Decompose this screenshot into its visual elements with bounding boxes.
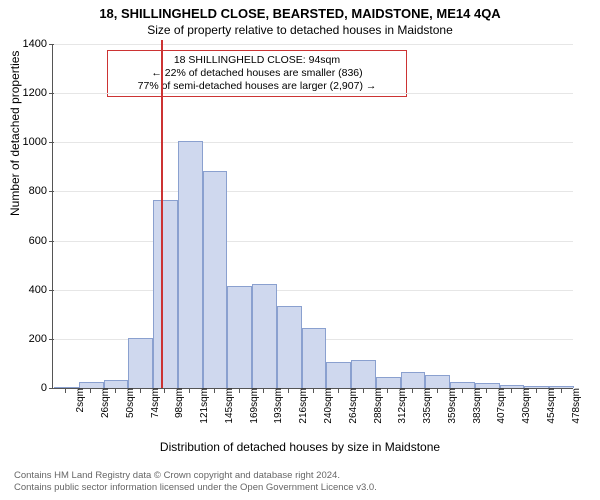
gridline (53, 142, 573, 143)
annotation-line: ← 22% of detached houses are smaller (83… (114, 67, 400, 80)
x-tick-label: 2sqm (69, 388, 86, 412)
histogram-bar (252, 284, 277, 388)
page-title: 18, SHILLINGHELD CLOSE, BEARSTED, MAIDST… (0, 0, 600, 21)
x-tick-mark (511, 388, 512, 393)
gridline (53, 44, 573, 45)
x-tick-mark (486, 388, 487, 393)
x-tick-mark (437, 388, 438, 393)
y-tick-label: 600 (29, 235, 53, 247)
x-tick-label: 50sqm (119, 388, 136, 418)
x-tick-label: 383sqm (466, 388, 483, 424)
y-tick-label: 1400 (23, 38, 53, 50)
x-tick-mark (189, 388, 190, 393)
x-tick-label: 264sqm (342, 388, 359, 424)
y-tick-label: 1000 (23, 136, 53, 148)
x-tick-mark (90, 388, 91, 393)
histogram-bar (128, 338, 153, 388)
x-tick-label: 216sqm (292, 388, 309, 424)
histogram-bar (326, 362, 351, 388)
y-axis-label: Number of detached properties (8, 51, 22, 216)
x-tick-label: 407sqm (490, 388, 507, 424)
footer-line-2: Contains public sector information licen… (14, 482, 377, 494)
x-tick-label: 193sqm (267, 388, 284, 424)
x-tick-label: 121sqm (193, 388, 210, 424)
x-tick-label: 335sqm (416, 388, 433, 424)
x-tick-mark (288, 388, 289, 393)
histogram-bar (401, 372, 426, 388)
y-tick-label: 200 (29, 333, 53, 345)
x-tick-mark (115, 388, 116, 393)
x-axis-label: Distribution of detached houses by size … (0, 440, 600, 454)
histogram-bar (178, 141, 203, 388)
gridline (53, 93, 573, 94)
x-tick-label: 478sqm (565, 388, 582, 424)
annotation-box: 18 SHILLINGHELD CLOSE: 94sqm← 22% of det… (107, 50, 407, 97)
y-tick-label: 800 (29, 185, 53, 197)
x-tick-mark (239, 388, 240, 393)
x-tick-mark (214, 388, 215, 393)
annotation-line: 77% of semi-detached houses are larger (… (114, 80, 400, 93)
histogram-bar (104, 380, 129, 388)
annotation-line: 18 SHILLINGHELD CLOSE: 94sqm (114, 54, 400, 67)
page-subtitle: Size of property relative to detached ho… (0, 21, 600, 37)
x-tick-label: 454sqm (540, 388, 557, 424)
x-tick-label: 74sqm (144, 388, 161, 418)
x-tick-mark (140, 388, 141, 393)
property-marker-line (161, 40, 163, 388)
x-tick-label: 312sqm (391, 388, 408, 424)
gridline (53, 191, 573, 192)
histogram-bar (351, 360, 376, 388)
x-tick-label: 169sqm (243, 388, 260, 424)
gridline (53, 290, 573, 291)
x-tick-mark (164, 388, 165, 393)
x-tick-mark (263, 388, 264, 393)
histogram-bar (227, 286, 252, 388)
gridline (53, 241, 573, 242)
footer-attribution: Contains HM Land Registry data © Crown c… (14, 470, 377, 494)
y-tick-label: 400 (29, 284, 53, 296)
x-tick-mark (65, 388, 66, 393)
x-tick-label: 288sqm (367, 388, 384, 424)
footer-line-1: Contains HM Land Registry data © Crown c… (14, 470, 377, 482)
x-tick-label: 359sqm (441, 388, 458, 424)
x-tick-label: 26sqm (94, 388, 111, 418)
x-tick-label: 98sqm (168, 388, 185, 418)
x-tick-mark (363, 388, 364, 393)
x-tick-mark (338, 388, 339, 393)
histogram-bar (277, 306, 302, 388)
x-tick-mark (313, 388, 314, 393)
histogram-bar (376, 377, 401, 388)
x-tick-label: 430sqm (515, 388, 532, 424)
histogram-bar (203, 171, 228, 388)
x-tick-mark (412, 388, 413, 393)
y-tick-label: 0 (41, 382, 53, 394)
histogram-bar (302, 328, 327, 388)
x-tick-mark (387, 388, 388, 393)
plot-area: 18 SHILLINGHELD CLOSE: 94sqm← 22% of det… (52, 44, 573, 389)
x-tick-label: 145sqm (218, 388, 235, 424)
histogram-bar (153, 200, 178, 388)
chart-container: 18, SHILLINGHELD CLOSE, BEARSTED, MAIDST… (0, 0, 600, 500)
x-tick-mark (462, 388, 463, 393)
histogram-bar (425, 375, 450, 388)
y-tick-label: 1200 (23, 87, 53, 99)
x-tick-mark (561, 388, 562, 393)
x-tick-label: 240sqm (317, 388, 334, 424)
x-tick-mark (536, 388, 537, 393)
